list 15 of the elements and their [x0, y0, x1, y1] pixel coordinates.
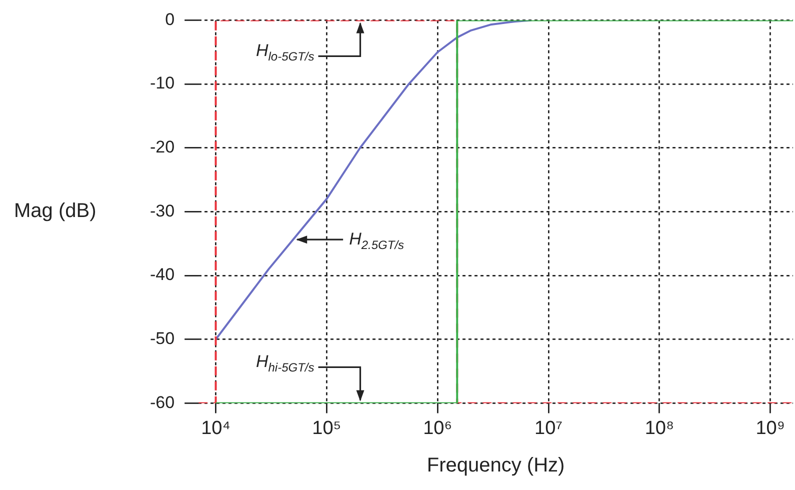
y-tick-label: -40	[150, 265, 175, 284]
x-tick-label: 10⁴	[201, 418, 230, 439]
x-tick-label: 10⁷	[534, 418, 563, 439]
y-tick-label: -30	[150, 201, 175, 220]
x-tick-label: 10⁹	[756, 418, 785, 439]
y-tick-label: -20	[150, 138, 175, 157]
x-axis-title: Frequency (Hz)	[426, 454, 565, 477]
x-tick-label: 10⁸	[644, 418, 674, 439]
y-axis-title: Mag (dB)	[14, 200, 96, 223]
x-tick-label: 10⁵	[312, 418, 342, 439]
x-tick-label: 10⁶	[423, 418, 452, 439]
y-tick-label: -10	[150, 74, 175, 93]
y-tick-label: 0	[165, 10, 175, 29]
y-tick-label: -60	[150, 392, 175, 412]
y-tick-label: -50	[150, 329, 175, 348]
